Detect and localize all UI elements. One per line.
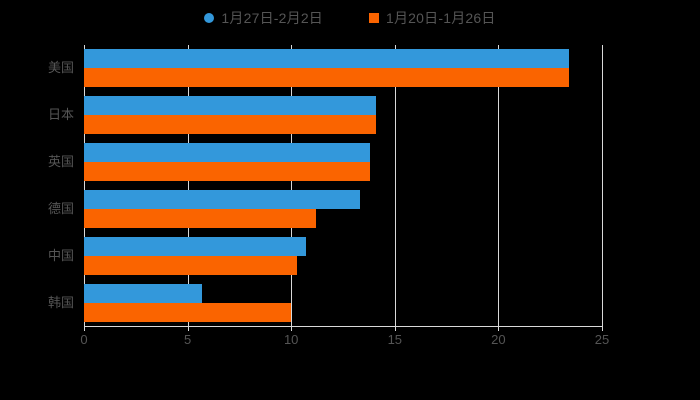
y-axis-tick-label: 中国	[47, 247, 74, 263]
bar-series-b[interactable]	[84, 162, 370, 182]
circle-marker-icon	[204, 13, 215, 23]
y-axis-tick-label: 德国	[47, 200, 74, 216]
bar-series-b[interactable]	[84, 255, 298, 275]
plot-area	[84, 45, 603, 326]
square-marker-icon	[369, 13, 379, 23]
bar-series-b[interactable]	[84, 302, 292, 322]
gridline	[291, 45, 293, 326]
legend-item-series-a[interactable]: 1月27日-2月2日	[204, 8, 323, 28]
bar-group	[84, 236, 602, 275]
bar-series-b[interactable]	[84, 208, 317, 228]
bar-series-a[interactable]	[84, 283, 203, 303]
gridline	[187, 45, 189, 326]
y-axis-tick-label: 英国	[47, 154, 74, 170]
bar-group	[84, 189, 602, 228]
y-axis-labels: 美国日本英国德国中国韩国	[0, 45, 74, 326]
bar-series-b[interactable]	[84, 115, 377, 135]
y-axis-tick-label: 韩国	[47, 294, 74, 310]
x-axis-line	[84, 326, 603, 327]
chart-legend: 1月27日-2月2日 1月20日-1月26日	[0, 0, 700, 36]
gridline	[602, 45, 603, 326]
x-axis-tick-mark	[187, 326, 189, 331]
bar-series-a[interactable]	[84, 96, 377, 116]
bar-group	[84, 96, 602, 135]
bar-group	[84, 283, 602, 322]
y-axis-tick-label: 日本	[47, 107, 74, 123]
bar-series-a[interactable]	[84, 49, 569, 69]
x-axis-tick-label: 25	[594, 332, 610, 347]
legend-label-series-a: 1月27日-2月2日	[221, 10, 323, 26]
bar-series-a[interactable]	[84, 236, 306, 256]
x-axis-tick-mark	[394, 326, 396, 331]
x-axis-tick-label: 20	[491, 332, 506, 347]
x-axis-tick-label: 5	[183, 332, 192, 347]
x-axis-tick-mark	[84, 326, 85, 331]
x-axis-labels: 0 5 10 15 20 25	[0, 332, 700, 354]
gridline	[394, 45, 396, 326]
x-axis-tick-label: 0	[80, 332, 88, 347]
gridline	[84, 45, 85, 326]
gridline	[498, 45, 500, 326]
x-axis-tick-mark	[602, 326, 603, 331]
bar-series-a[interactable]	[84, 189, 360, 209]
legend-item-series-b[interactable]: 1月20日-1月26日	[369, 8, 496, 28]
bar-series-a[interactable]	[84, 143, 370, 163]
x-axis-tick-mark	[291, 326, 293, 331]
legend-label-series-b: 1月20日-1月26日	[386, 10, 496, 26]
x-axis-tick-mark	[498, 326, 500, 331]
bar-group	[84, 143, 602, 182]
x-axis-tick-label: 10	[283, 332, 299, 347]
bar-series-b[interactable]	[84, 68, 569, 88]
y-axis-tick-label: 美国	[47, 60, 74, 76]
bar-group	[84, 49, 602, 88]
x-axis-tick-label: 15	[387, 332, 403, 347]
